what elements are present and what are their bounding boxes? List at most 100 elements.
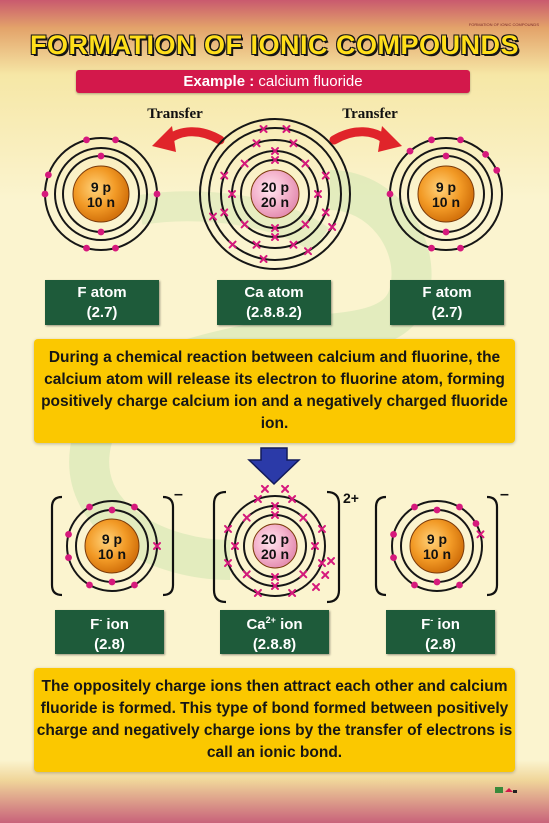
ca-atom: 20 p20 n <box>199 118 351 270</box>
charge-ca-ion: 2+ <box>343 490 359 506</box>
electron-dot <box>131 581 138 589</box>
publisher-logo <box>495 787 517 793</box>
electron-cross <box>301 220 310 229</box>
electron-cross <box>271 573 279 581</box>
label-f-atom-right: F atom (2.7) <box>390 280 504 325</box>
electron-shell <box>399 147 493 241</box>
electron-dot <box>65 554 72 562</box>
electron-cross <box>224 559 233 568</box>
electron-cross <box>288 495 297 504</box>
neutron-count: 10 n <box>423 546 451 562</box>
electron-cross <box>240 220 249 229</box>
electron-dot <box>86 581 93 589</box>
electron-cross <box>240 159 249 168</box>
electron-dot <box>83 136 90 144</box>
neutron-count: 10 n <box>87 194 115 210</box>
electron-dot <box>482 151 489 158</box>
electron-dot <box>428 244 435 252</box>
proton-count: 9 p <box>102 531 122 547</box>
electron-dot <box>131 503 138 511</box>
electron-dot <box>97 152 105 160</box>
neutron-count: 20 n <box>261 194 289 210</box>
ion-brackets <box>50 490 499 604</box>
electron-dot <box>97 228 105 236</box>
electron-cross <box>153 542 161 550</box>
label-name: F atom <box>422 283 472 301</box>
nucleus <box>72 165 130 223</box>
electron-cross <box>228 190 236 198</box>
ion-name-rest: ion <box>280 615 303 633</box>
ion-name-base: Ca <box>246 615 266 633</box>
electron-dot <box>411 503 418 511</box>
electron-cross <box>321 171 330 180</box>
transfer-label-right: Transfer <box>342 106 398 122</box>
electron-cross <box>220 208 229 217</box>
electron-dot <box>428 136 435 144</box>
ion-name: F- ion <box>55 610 164 635</box>
electron-dot <box>153 190 161 198</box>
electron-dot <box>108 506 116 514</box>
ion-name-rest: ion <box>437 615 460 633</box>
electron-cross <box>259 254 268 263</box>
electron-cross <box>271 233 279 241</box>
electron-dot <box>112 136 119 144</box>
electron-dot <box>83 244 90 252</box>
electron-cross <box>311 542 319 550</box>
example-banner: Example : calcium fluoride <box>76 70 470 93</box>
neutron-count: 20 n <box>261 546 289 562</box>
transfer-arrow-right <box>329 126 402 152</box>
watermark-shape-2 <box>137 191 329 253</box>
electron-dot <box>386 190 394 198</box>
electron-dot <box>86 503 93 511</box>
charge-f-ion-right: – <box>500 486 509 503</box>
label-config: (2.8.8.2) <box>246 303 302 321</box>
electron-dot <box>390 530 397 538</box>
electron-cross <box>299 513 308 522</box>
electron-dot <box>457 244 464 252</box>
electron-cross <box>282 125 291 134</box>
proton-count: 9 p <box>427 531 447 547</box>
label-name: Ca atom <box>244 283 304 301</box>
ion-name-sup: - <box>99 614 103 625</box>
explanation-box-2: The oppositely charge ions then attract … <box>34 668 515 772</box>
electron-dot <box>433 578 441 586</box>
example-value: calcium fluoride <box>258 73 363 90</box>
electron-cross <box>317 524 326 533</box>
electron-cross <box>317 559 326 568</box>
electron-cross <box>231 542 239 550</box>
electron-cross <box>288 588 297 597</box>
ion-config: (2.8.8) <box>252 635 297 653</box>
electron-cross <box>271 156 279 164</box>
electron-cross <box>271 224 279 232</box>
label-f-ion-right: F- ion (2.8) <box>386 610 495 654</box>
f-atom-right: 9 p10 n <box>386 136 503 252</box>
electron-dot <box>112 244 119 252</box>
electron-cross <box>224 524 233 533</box>
explanation-box-1: During a chemical reaction between calci… <box>34 339 515 443</box>
electron-dot <box>411 581 418 589</box>
electron-shell <box>391 500 483 592</box>
ion-name: Ca2+ ion <box>220 610 329 635</box>
electron-cross <box>228 240 237 249</box>
electron-dot <box>456 581 463 589</box>
electron-cross <box>321 208 330 217</box>
electron-cross <box>253 588 262 597</box>
electron-dot <box>493 166 501 174</box>
neutron-count: 10 n <box>432 194 460 210</box>
ion-name-sup: - <box>430 614 434 625</box>
electron-cross <box>289 139 298 148</box>
electron-cross <box>242 570 251 579</box>
electron-cross <box>260 484 269 493</box>
electron-cross <box>271 502 279 510</box>
nucleus <box>250 169 300 219</box>
electron-dot <box>406 147 414 155</box>
ion-name: F- ion <box>386 610 495 635</box>
electron-cross <box>312 583 321 592</box>
nucleus <box>84 518 140 574</box>
f-ion-right: 9 p10 n <box>390 500 485 592</box>
charge-f-ion-left: – <box>174 486 183 503</box>
electron-shell <box>208 127 342 261</box>
transfer-label-left: Transfer <box>147 106 203 122</box>
electron-dot <box>44 171 52 179</box>
down-arrow <box>247 447 301 486</box>
